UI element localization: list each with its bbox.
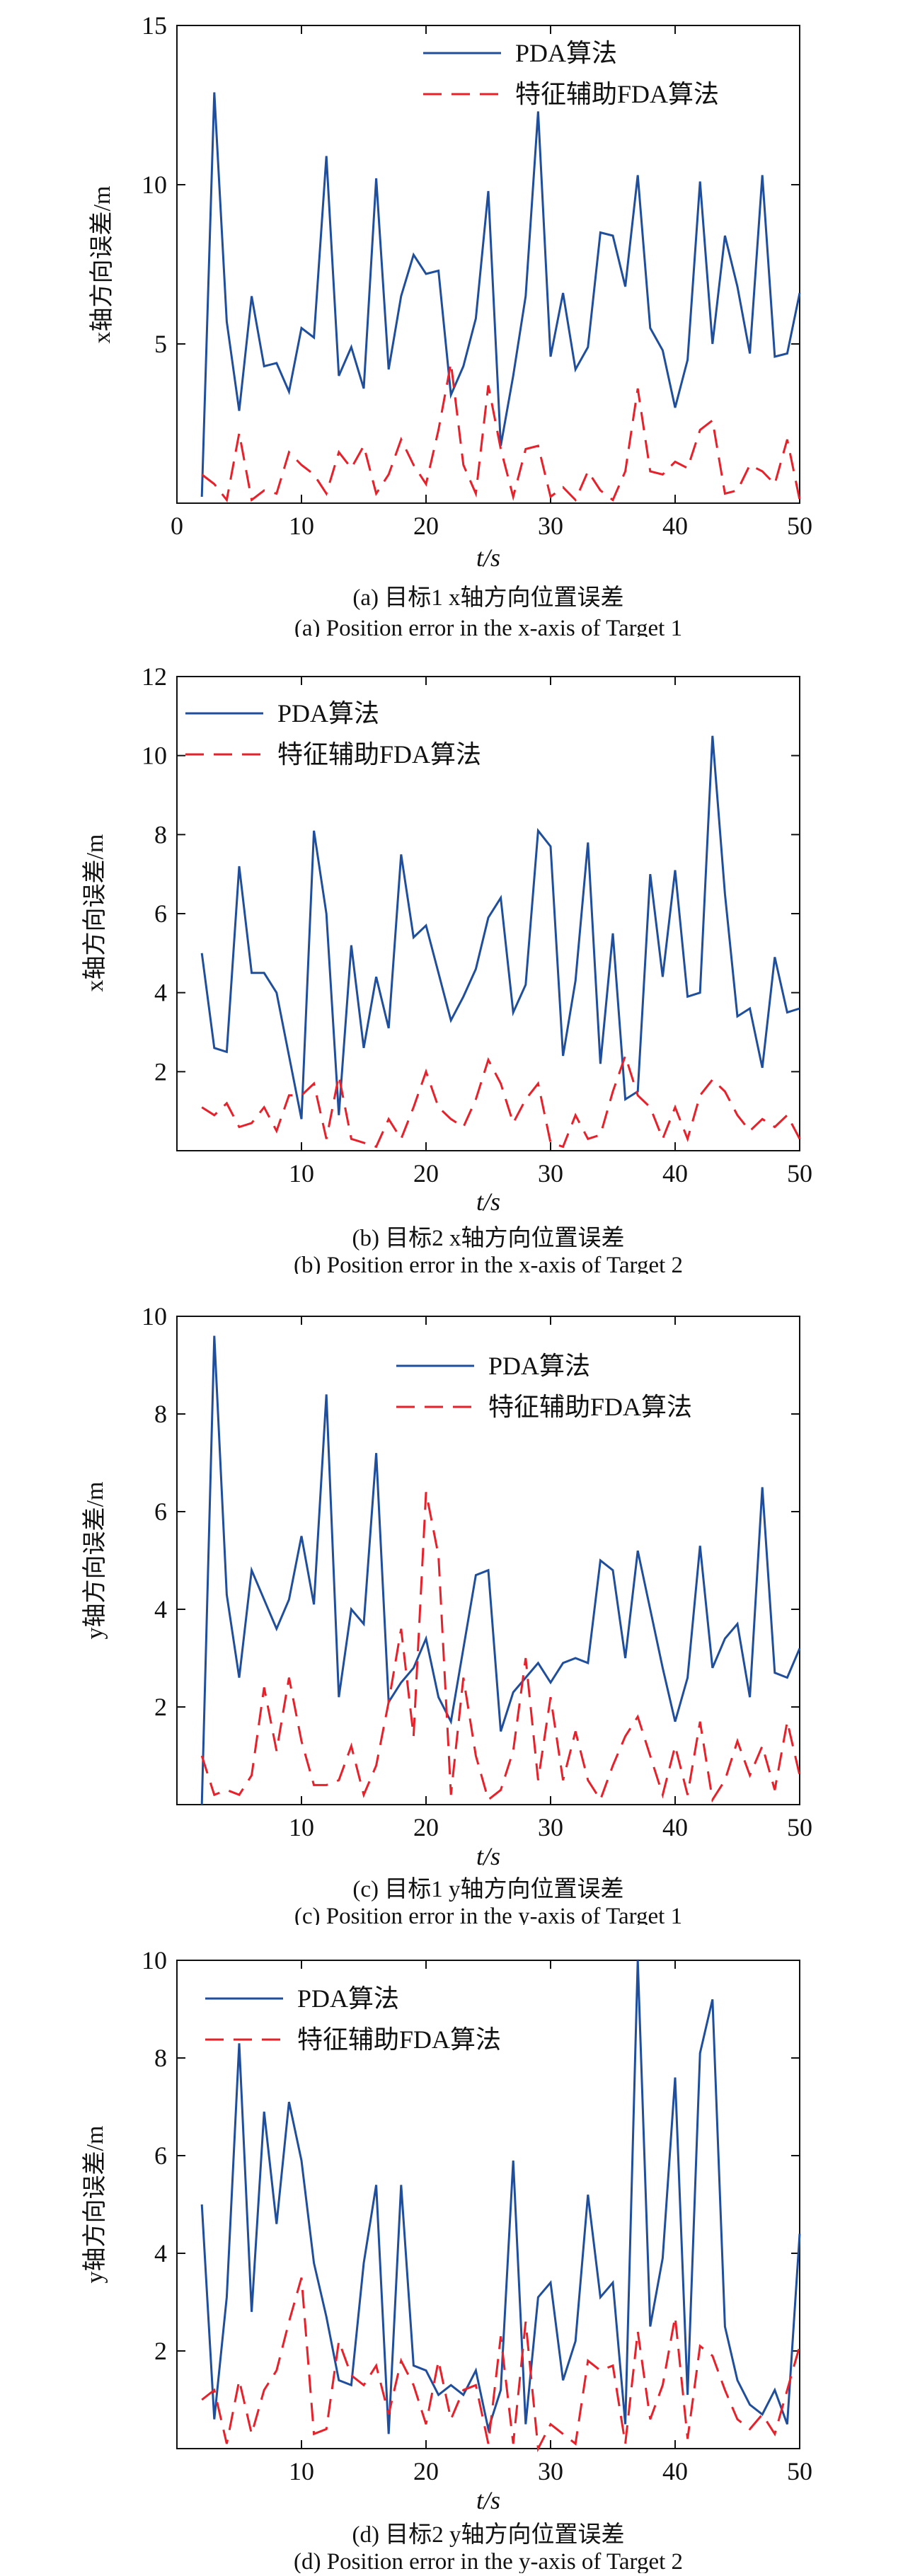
legend: PDA算法 特征辅助FDA算法 (396, 1352, 692, 1421)
y-tick-label: 4 (154, 1595, 167, 1623)
x-tick-label: 10 (289, 512, 314, 540)
chart-a: 0 10 20 30 40 50 5 10 15 x轴方向误差/m t/s PDA算法 特征辅助… (88, 11, 812, 641)
pda-series-line (200, 1960, 801, 2434)
y-tick-label: 6 (154, 2141, 167, 2170)
legend: PDA算法 特征辅助FDA算法 (205, 1984, 501, 2054)
x-tick-label: 10 (289, 2457, 314, 2485)
caption-cn: (b) 目标2 x轴方向位置误差 (352, 1225, 625, 1251)
chart-panel-c: 10 20 30 40 50 2 4 6 8 10 y轴方向误差/m t/s PDA算法 特征辅助… (0, 1288, 903, 1929)
caption-cn: (c) 目标1 y轴方向位置误差 (352, 1876, 623, 1902)
pda-series-line (200, 92, 801, 498)
y-tick-label: 5 (154, 330, 167, 358)
caption-cn: (d) 目标2 y轴方向位置误差 (352, 2522, 625, 2548)
x-tick-label: 30 (538, 1813, 563, 1841)
axis-ticks: 0 10 20 30 40 50 5 10 15 (142, 11, 812, 540)
x-axis-label: t/s (476, 1842, 500, 1870)
x-tick-label: 50 (787, 1159, 812, 1188)
caption-en: (a) Position error in the x-axis of Targ… (294, 616, 682, 637)
y-tick-label: 8 (154, 1400, 167, 1428)
x-tick-label: 10 (289, 1813, 314, 1841)
x-tick-label: 30 (538, 1159, 563, 1188)
chart-b: 10 20 30 40 50 2 4 6 8 10 12 x轴方向误差/m t/s PDA算法 特征… (81, 662, 812, 1278)
plot-frame (176, 676, 800, 1151)
caption-cn: (a) 目标1 x轴方向位置误差 (352, 585, 623, 611)
y-tick-label: 10 (142, 1302, 167, 1330)
feature-fda-series-line (201, 1052, 801, 1149)
plot-frame (176, 1960, 800, 2449)
y-axis-label: y轴方向误差/m (81, 2126, 108, 2284)
x-tick-label: 50 (787, 2457, 812, 2485)
y-tick-label: 2 (154, 1693, 167, 1721)
x-axis-label: t/s (476, 544, 500, 572)
y-axis-label: x轴方向误差/m (81, 834, 108, 992)
chart-c: 10 20 30 40 50 2 4 6 8 10 y轴方向误差/m t/s PDA算法 特征辅助… (81, 1302, 812, 1929)
x-tick-label: 30 (538, 2457, 563, 2485)
y-tick-label: 8 (154, 2044, 167, 2072)
series-layer (200, 1960, 801, 2453)
y-axis-label: x轴方向误差/m (88, 186, 115, 344)
y-tick-label: 15 (142, 11, 167, 40)
pda-series-line (200, 735, 800, 1120)
x-tick-label: 30 (538, 512, 563, 540)
legend-label-pda: PDA算法 (515, 39, 617, 67)
plot-frame (176, 1316, 800, 1805)
x-tick-label: 10 (289, 1159, 314, 1188)
caption-en: (c) Position error in the y-axis of Targ… (294, 1904, 682, 1925)
y-tick-label: 10 (142, 1946, 167, 1974)
series-layer (200, 92, 801, 503)
legend-label-pda: PDA算法 (488, 1352, 590, 1380)
feature-fda-series-line (201, 2277, 801, 2453)
legend-label-pda: PDA算法 (277, 699, 379, 728)
y-tick-label: 2 (154, 2337, 167, 2365)
legend: PDA算法 特征辅助FDA算法 (185, 699, 481, 769)
legend-label-feature-fda: 特征辅助FDA算法 (515, 80, 719, 108)
chart-panel-b: 10 20 30 40 50 2 4 6 8 10 12 x轴方向误差/m t/s PDA算法 特征… (0, 651, 903, 1278)
legend-label-feature-fda: 特征辅助FDA算法 (277, 740, 481, 769)
x-tick-label: 0 (171, 512, 183, 540)
chart-panel-d: 10 20 30 40 50 2 4 6 8 10 y轴方向误差/m t/s PDA算法 特征辅助… (0, 1932, 903, 2575)
x-tick-label: 40 (662, 1813, 688, 1841)
axis-ticks: 10 20 30 40 50 2 4 6 8 10 (142, 1946, 812, 2485)
x-tick-label: 20 (413, 1159, 439, 1188)
axis-ticks: 10 20 30 40 50 2 4 6 8 10 12 (142, 662, 812, 1188)
y-tick-label: 4 (154, 979, 167, 1007)
feature-fda-series-line (200, 1492, 801, 1803)
legend-label-pda: PDA算法 (297, 1984, 399, 2013)
x-tick-label: 40 (662, 1159, 688, 1188)
x-tick-label: 50 (787, 1813, 812, 1841)
series-layer (200, 1335, 801, 1805)
x-axis-label: t/s (476, 2486, 500, 2514)
y-tick-label: 8 (154, 820, 167, 849)
y-tick-label: 10 (142, 171, 167, 199)
x-tick-label: 20 (413, 2457, 439, 2485)
chart-d: 10 20 30 40 50 2 4 6 8 10 y轴方向误差/m t/s PDA算法 特征辅助… (81, 1946, 812, 2575)
caption-en: (b) Position error in the x-axis of Targ… (294, 1253, 683, 1274)
y-tick-label: 12 (142, 662, 167, 691)
y-tick-label: 4 (154, 2239, 167, 2267)
x-tick-label: 20 (413, 512, 439, 540)
pda-series-line (200, 1335, 801, 1805)
x-tick-label: 20 (413, 1813, 439, 1841)
legend-label-feature-fda: 特征辅助FDA算法 (488, 1393, 692, 1421)
legend: PDA算法 特征辅助FDA算法 (423, 39, 719, 108)
y-tick-label: 2 (154, 1057, 167, 1086)
y-axis-label: y轴方向误差/m (81, 1482, 108, 1640)
x-tick-label: 50 (787, 512, 812, 540)
series-layer (200, 735, 801, 1149)
feature-fda-series-line (201, 362, 801, 503)
caption-en: (d) Position error in the y-axis of Targ… (294, 2549, 683, 2573)
y-tick-label: 10 (142, 742, 167, 770)
x-tick-label: 40 (662, 512, 688, 540)
legend-label-feature-fda: 特征辅助FDA算法 (297, 2025, 501, 2054)
axis-ticks: 10 20 30 40 50 2 4 6 8 10 (142, 1302, 812, 1841)
y-tick-label: 6 (154, 1497, 167, 1526)
x-axis-label: t/s (476, 1188, 500, 1216)
chart-panel-a: 0 10 20 30 40 50 5 10 15 x轴方向误差/m t/s PDA算法 特征辅助… (0, 0, 903, 641)
x-tick-label: 40 (662, 2457, 688, 2485)
plot-frame (176, 25, 800, 504)
y-tick-label: 6 (154, 899, 167, 928)
